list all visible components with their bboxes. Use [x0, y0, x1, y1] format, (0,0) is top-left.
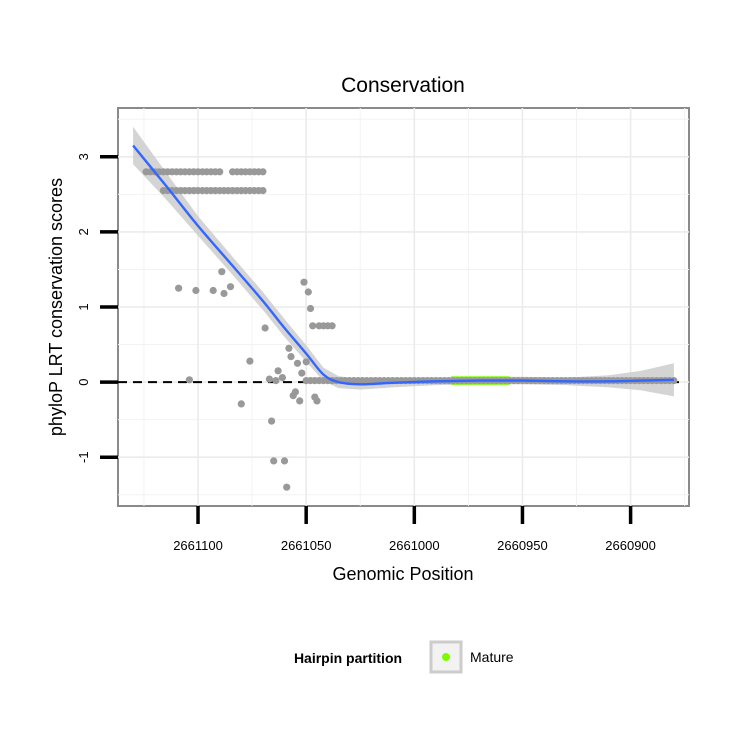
data-point: [192, 286, 200, 295]
data-point: [218, 268, 226, 276]
x-tick-label: 2660950: [497, 538, 548, 553]
data-point: [265, 375, 273, 383]
x-axis: 2661100 2661050 2661000 2660950 2660900: [173, 506, 656, 553]
x-axis-label: Genomic Position: [332, 564, 473, 584]
x-tick-label: 2661100: [173, 538, 223, 553]
legend-title: Hairpin partition: [294, 650, 402, 666]
data-point: [313, 397, 321, 405]
data-point: [259, 168, 267, 176]
data-point: [302, 358, 310, 366]
legend-key-mature-icon: [442, 653, 450, 661]
x-tick-label: 2660900: [605, 538, 656, 553]
data-point: [185, 376, 193, 384]
data-point: [293, 359, 302, 367]
data-point: [220, 289, 228, 298]
legend-label-mature: Mature: [470, 649, 514, 665]
data-point: [328, 322, 336, 330]
data-point: [280, 457, 289, 465]
data-point: [246, 357, 254, 365]
data-point: [309, 322, 317, 330]
y-axis-label: phyloP LRT conservation scores: [46, 178, 66, 436]
data-point: [272, 377, 280, 385]
data-point: [175, 284, 183, 292]
x-tick-label: 2661000: [389, 538, 440, 553]
data-point: [304, 288, 312, 296]
y-tick-label: 0: [76, 378, 91, 385]
data-point: [285, 344, 293, 352]
data-point: [270, 457, 278, 465]
smooth-line: [132, 144, 674, 386]
chart-title: Conservation: [341, 74, 465, 97]
legend: Hairpin partition Mature: [294, 640, 514, 674]
x-tick-label: 2661050: [281, 538, 332, 553]
y-axis: -1 0 1 2 3: [76, 153, 118, 463]
data-point: [261, 324, 269, 332]
data-point: [209, 286, 217, 295]
data-point: [291, 388, 299, 396]
y-tick-label: 3: [76, 153, 91, 160]
data-point: [283, 483, 291, 491]
data-point: [278, 374, 286, 382]
data-point: [296, 397, 304, 405]
y-tick-label: 2: [76, 228, 91, 235]
data-point: [300, 278, 308, 286]
data-point: [306, 304, 315, 313]
data-point: [237, 400, 245, 408]
smooth-curve: [132, 144, 674, 386]
data-point: [287, 353, 295, 361]
y-tick-label: -1: [76, 451, 91, 463]
data-point: [274, 367, 282, 375]
data-point: [268, 417, 276, 425]
data-point: [226, 283, 235, 291]
data-point: [216, 168, 224, 176]
plot-panel: [117, 107, 690, 507]
data-point: [259, 187, 267, 195]
data-point: [298, 369, 306, 377]
y-tick-label: 1: [76, 303, 91, 310]
